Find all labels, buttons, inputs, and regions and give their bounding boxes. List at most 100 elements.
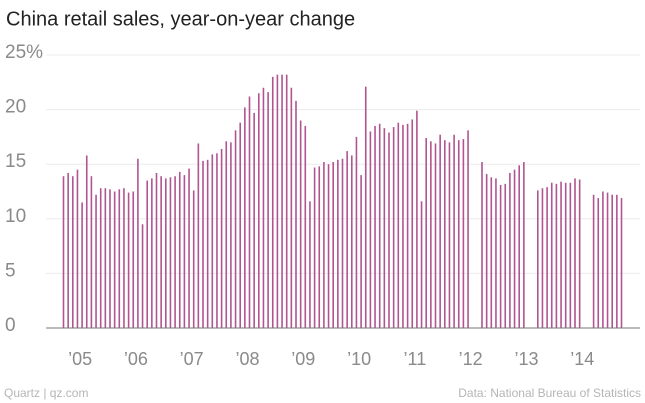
bar (267, 92, 269, 329)
bar (597, 198, 600, 328)
bar (513, 169, 516, 328)
bar (230, 142, 232, 328)
bar (509, 172, 511, 328)
bar (309, 201, 311, 328)
bar (165, 178, 167, 328)
bar (202, 160, 204, 328)
bar (95, 194, 97, 328)
bar (495, 178, 497, 328)
bar (420, 201, 423, 328)
bar (211, 154, 214, 328)
bar (220, 148, 223, 328)
bar (574, 178, 576, 328)
bar (392, 127, 395, 329)
bar (192, 190, 195, 328)
bar (216, 153, 218, 328)
bar (369, 131, 372, 328)
bar (281, 74, 283, 328)
bar (169, 177, 172, 328)
bar (258, 93, 260, 328)
bar (332, 162, 334, 328)
bar (99, 188, 102, 328)
bar (304, 125, 307, 328)
bar (490, 177, 493, 328)
bar (109, 189, 111, 328)
bar (592, 194, 595, 328)
bar (555, 183, 558, 328)
bar (346, 151, 348, 328)
bar (448, 142, 451, 328)
bar (341, 158, 344, 328)
bar (467, 130, 469, 328)
bar (602, 191, 604, 328)
bar (127, 192, 130, 328)
bar (295, 100, 297, 328)
bar (616, 194, 618, 328)
bar (323, 162, 325, 328)
bar (383, 128, 386, 328)
bar (67, 172, 69, 328)
x-tick-label: ’11 (404, 349, 427, 369)
bar (118, 189, 121, 328)
bar (611, 194, 613, 328)
y-tick-label: 0 (5, 315, 16, 336)
x-tick-label: ’07 (180, 349, 204, 369)
bar (76, 169, 79, 328)
bar (234, 130, 237, 328)
bar (248, 96, 251, 328)
x-tick-label: ’06 (124, 349, 148, 369)
bar (355, 136, 358, 328)
bar (174, 176, 176, 328)
bar (262, 87, 265, 328)
chart-title: China retail sales, year-on-year change (6, 8, 355, 30)
y-tick-label: 10 (5, 206, 26, 227)
bar (541, 188, 544, 328)
source: Data: National Bureau of Statistics (458, 386, 641, 400)
bar (225, 141, 228, 328)
bar (578, 179, 581, 328)
x-tick-label: ’14 (570, 349, 594, 369)
bar (81, 202, 83, 328)
bar (518, 165, 520, 328)
bar (569, 182, 572, 328)
bar (406, 123, 409, 329)
bar (462, 139, 465, 328)
bar (113, 191, 116, 328)
bar (364, 86, 367, 328)
x-tick-label: ’09 (291, 349, 315, 369)
bar (299, 120, 302, 329)
bar (388, 132, 390, 328)
bar (132, 191, 135, 328)
bar (318, 166, 321, 328)
bar (416, 110, 418, 328)
bar (360, 175, 362, 328)
bar (244, 107, 246, 328)
bar (457, 140, 460, 328)
bar (146, 180, 148, 328)
bar (90, 176, 93, 328)
bar (411, 119, 414, 328)
bar (537, 190, 539, 328)
bar (276, 74, 279, 328)
bar (151, 178, 153, 328)
bar (123, 188, 125, 328)
bar (560, 181, 562, 328)
bar (137, 158, 139, 328)
bar (504, 183, 507, 328)
x-tick-label: ’12 (459, 349, 483, 369)
bar (402, 124, 404, 328)
y-tick-label: 5 (5, 260, 16, 281)
y-tick-label: 25% (5, 42, 43, 63)
bar (453, 134, 455, 328)
bar (62, 176, 65, 328)
bar (285, 74, 288, 328)
y-tick-label: 20 (5, 97, 26, 118)
bar (160, 176, 162, 328)
x-tick-label: ’08 (235, 349, 259, 369)
bar (439, 134, 441, 328)
bar (85, 155, 88, 328)
bar (337, 159, 339, 328)
bar (546, 187, 548, 328)
x-tick-label: ’10 (347, 349, 371, 369)
